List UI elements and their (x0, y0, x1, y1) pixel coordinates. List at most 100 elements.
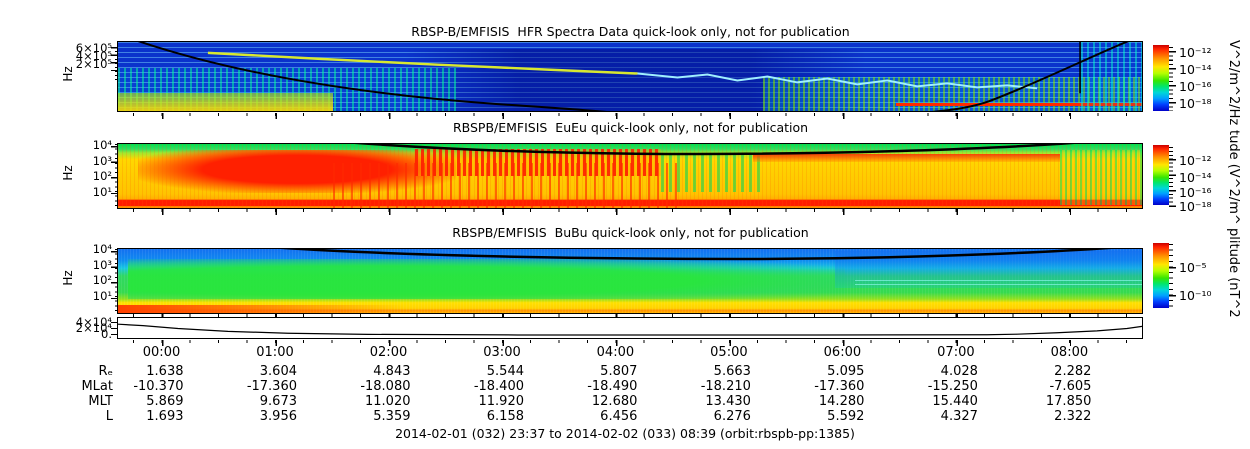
panel2-colorbar-tick-label: 10⁻¹⁴ (1179, 170, 1212, 185)
panel2-colorbar-ticks (1169, 145, 1176, 208)
panel4-ytick-label: 0. (101, 326, 112, 341)
table-cell: 5.869 (146, 394, 184, 409)
panel2-right-noise (1060, 150, 1142, 206)
table-cell: -18.210 (700, 379, 751, 394)
row-label: L (105, 409, 113, 424)
table-cell: 4.327 (940, 409, 978, 424)
time-label: 00:00 (142, 345, 181, 360)
panel1-yaxis-ticks (111, 42, 118, 112)
table-cell: 1.638 (146, 364, 184, 379)
panel3-bottom-left-orange (118, 304, 405, 313)
panel2-colorbar-tick-label: 10⁻¹⁶ (1179, 185, 1212, 200)
panel4-line (118, 323, 1142, 336)
table-cell: 6.158 (486, 409, 524, 424)
panel1-overlays (137, 42, 1129, 111)
panel1-colorbar-unit: V^2/m^2/Hz (1226, 40, 1241, 126)
panel2-ytick-label: 10² (92, 169, 112, 183)
panel2-ytick-label: 10¹ (92, 185, 112, 199)
table-cell: -18.400 (473, 379, 524, 394)
panel1-colorbar-tick-label: 10⁻¹² (1179, 45, 1212, 60)
table-cell: -17.360 (814, 379, 865, 394)
panel2-ytick-label: 10⁴ (92, 138, 112, 152)
panel3-colorbar-unit: plitude (nT^2 (1226, 228, 1241, 318)
table-cell: 5.592 (827, 409, 865, 424)
panel2-colorbar-tick-label: 10⁻¹² (1179, 153, 1212, 168)
row-label: Rₑ (98, 364, 113, 379)
table-cell: -15.250 (927, 379, 978, 394)
table-cell: 6.456 (600, 409, 638, 424)
panel1-ytick-label: 6×10⁵ (75, 41, 112, 55)
panel3-colorbar-tick-label: 10⁻¹⁰ (1179, 288, 1212, 303)
panel2-right-red-band (752, 153, 1061, 162)
panel1-ytick-label: 4×10⁵ (75, 49, 112, 63)
time-label: 07:00 (937, 345, 975, 360)
panel4-ytick-label: 2×10⁴ (75, 320, 112, 335)
table-cell: -10.370 (133, 379, 184, 394)
panel4-yaxis-ticks (111, 318, 118, 338)
table-cell: 11.920 (478, 394, 525, 409)
panel1-red-line (896, 103, 1142, 106)
time-label: 02:00 (369, 345, 408, 360)
panel2-ytick-label: 10³ (92, 153, 112, 168)
panel3-right-cyan-lines (855, 279, 1142, 288)
table-cell: -17.360 (246, 379, 297, 394)
panel4-xaxis-ticks (118, 339, 1143, 346)
table-cell: 11.020 (365, 394, 411, 409)
panel3-title: RBSPB/EMFISIS BuBu quick-look only, not … (452, 225, 809, 240)
table-cell: 4.843 (373, 364, 411, 379)
panel2-overlays (354, 144, 1075, 156)
table-cell: 13.430 (705, 394, 751, 409)
panel3-ytick-label: 10¹ (92, 289, 112, 303)
time-label: 06:00 (823, 345, 862, 360)
panel2-yaxis-ticks (111, 144, 118, 208)
table-cell: 2.282 (1054, 364, 1092, 379)
row-label: MLT (88, 394, 113, 409)
panel3-left-green-blob (128, 259, 846, 299)
panel3-spectrogram (117, 248, 1143, 314)
panel3-colorbar (1153, 243, 1169, 308)
table-cell: 2.322 (1054, 409, 1092, 424)
table-cell: -18.080 (360, 379, 411, 394)
table-cell: 14.280 (818, 394, 865, 409)
table-cell: 12.680 (591, 394, 638, 409)
ephemeris-row-mlt: MLT 5.869 9.673 11.020 11.920 12.680 13.… (0, 394, 1250, 409)
table-cell: 5.807 (600, 364, 638, 379)
panel3-overlays (281, 249, 1112, 261)
panel2-xaxis-ticks (118, 209, 1143, 215)
ephemeris-row-l: L 1.693 3.956 5.359 6.158 6.456 6.276 5.… (0, 409, 1250, 424)
panel3-yaxis-ticks (111, 249, 118, 313)
table-cell: 5.663 (713, 364, 751, 379)
panel1-spectrogram (117, 41, 1143, 112)
panel2-green-streaks (660, 153, 764, 192)
panel2-vertical-streaks (333, 163, 682, 208)
time-range-caption: 2014-02-01 (032) 23:37 to 2014-02-02 (03… (395, 426, 855, 441)
panel3-colorbar-ticks (1169, 243, 1176, 308)
table-cell: 5.095 (827, 364, 865, 379)
ephemeris-row-mlat: MLat -10.370 -17.360 -18.080 -18.400 -18… (0, 379, 1250, 394)
time-label: 01:00 (256, 345, 294, 360)
panel4-ytick-label: 4×10⁴ (75, 314, 112, 329)
ephemeris-row-re: Rₑ 1.638 3.604 4.843 5.544 5.807 5.663 5… (0, 364, 1250, 379)
panel1-title: RBSP-B/EMFISIS HFR Spectra Data quick-lo… (411, 24, 850, 39)
panel2-colorbar-unit: tude (V^2/m^ (1226, 130, 1241, 225)
table-cell: 3.956 (259, 409, 297, 424)
row-label: MLat (81, 379, 113, 394)
panel3-ytick-label: 10³ (92, 257, 112, 272)
table-cell: -18.490 (587, 379, 638, 394)
panel1-colorbar-ticks (1169, 45, 1176, 111)
time-label: 04:00 (596, 345, 635, 360)
table-cell: 17.850 (1045, 394, 1092, 409)
panel3-colorbar-tick-label: 10⁻⁵ (1179, 260, 1207, 275)
panel1-colorbar-tick-label: 10⁻¹⁶ (1179, 79, 1212, 94)
time-label: 03:00 (483, 345, 521, 360)
panel1-xaxis-ticks (118, 113, 1143, 119)
table-cell: 6.276 (713, 409, 751, 424)
table-cell: -7.605 (1049, 379, 1092, 394)
time-label: 05:00 (710, 345, 748, 360)
panel2-title: RBSPB/EMFISIS EuEu quick-look only, not … (452, 120, 809, 135)
panel1-colorbar (1153, 45, 1169, 111)
panel4-line-plot (117, 317, 1143, 339)
panel1-ytick-label: 2×10⁵ (75, 57, 112, 71)
panel2-spectrogram (117, 143, 1143, 209)
